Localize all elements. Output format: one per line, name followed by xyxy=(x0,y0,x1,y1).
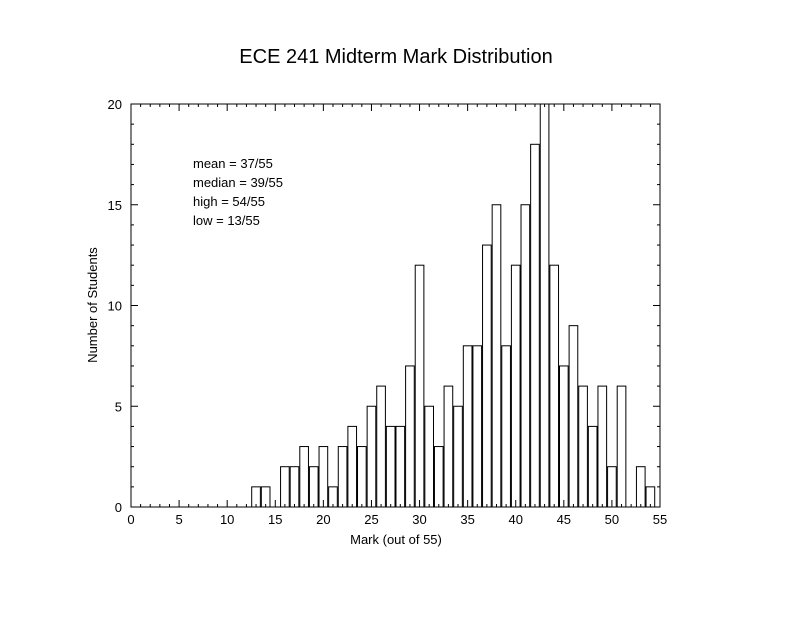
histogram-bar xyxy=(308,466,319,508)
histogram-bar xyxy=(587,425,598,508)
histogram-bar xyxy=(337,446,348,508)
histogram-bar xyxy=(280,466,290,508)
histogram-bar xyxy=(635,466,646,508)
histogram-bar xyxy=(645,486,656,508)
histogram-bar xyxy=(530,143,540,508)
histogram-bar xyxy=(491,204,502,508)
x-tick-label: 40 xyxy=(508,512,522,527)
histogram-bar xyxy=(251,486,261,508)
histogram-bar xyxy=(376,385,386,508)
histogram-bar xyxy=(597,385,608,508)
histogram-bar xyxy=(289,466,300,508)
x-tick-label: 5 xyxy=(175,512,182,527)
histogram-bar xyxy=(299,446,309,508)
histogram-bar xyxy=(568,325,579,508)
stat-low: low = 13/55 xyxy=(193,213,260,228)
statistics-annotation: mean = 37/55 median = 39/55 high = 54/55… xyxy=(193,156,283,228)
x-tick-label: 15 xyxy=(268,512,282,527)
histogram-bar xyxy=(510,264,521,508)
y-tick-label: 5 xyxy=(115,399,122,414)
histogram-bar xyxy=(347,425,358,508)
histogram-bar xyxy=(539,103,550,508)
x-tick-label: 10 xyxy=(220,512,234,527)
stat-high: high = 54/55 xyxy=(193,194,265,209)
histogram-bar xyxy=(549,264,560,508)
histogram-bar xyxy=(453,405,463,508)
y-tick-label: 20 xyxy=(108,97,122,112)
y-tick-label: 0 xyxy=(115,500,122,515)
histogram-bar xyxy=(520,204,531,508)
x-tick-label: 45 xyxy=(557,512,571,527)
histogram-bar xyxy=(260,486,271,508)
histogram-bar xyxy=(385,425,396,508)
histogram-bar xyxy=(318,446,329,508)
histogram-bar xyxy=(395,425,406,508)
histogram-bar xyxy=(405,365,415,508)
x-tick-label: 0 xyxy=(127,512,134,527)
y-tick-label: 15 xyxy=(108,198,122,213)
histogram-bar xyxy=(424,405,434,508)
x-tick-label: 55 xyxy=(653,512,667,527)
chart-title: ECE 241 Midterm Mark Distribution xyxy=(239,46,552,68)
histogram-bar xyxy=(357,446,367,508)
histogram-bar xyxy=(366,405,377,508)
histogram-bar xyxy=(414,264,425,508)
histogram-bar xyxy=(472,345,483,508)
histogram-bar xyxy=(558,365,569,508)
histogram-bar xyxy=(616,385,627,508)
histogram-bar xyxy=(578,385,588,508)
bars-group xyxy=(251,103,656,508)
histogram-bar xyxy=(482,244,492,508)
x-tick-label: 35 xyxy=(460,512,474,527)
stat-mean: mean = 37/55 xyxy=(193,156,273,171)
histogram-bar xyxy=(328,486,338,508)
axes-group: 0 5 10 15 20 25 30 35 40 45 50 55 0 5 10 15 20 xyxy=(108,97,668,527)
x-tick-label: 30 xyxy=(412,512,426,527)
stat-median: median = 39/55 xyxy=(193,175,283,190)
x-tick-label: 25 xyxy=(364,512,378,527)
histogram-bar xyxy=(462,345,473,508)
x-tick-label: 50 xyxy=(605,512,619,527)
histogram-bar xyxy=(433,446,444,508)
y-axis-label: Number of Students xyxy=(85,247,100,363)
y-tick-label: 10 xyxy=(108,299,122,314)
x-tick-label: 20 xyxy=(316,512,330,527)
x-axis-label: Mark (out of 55) xyxy=(350,532,442,547)
histogram-bar xyxy=(443,385,454,508)
histogram-bar xyxy=(501,345,511,508)
